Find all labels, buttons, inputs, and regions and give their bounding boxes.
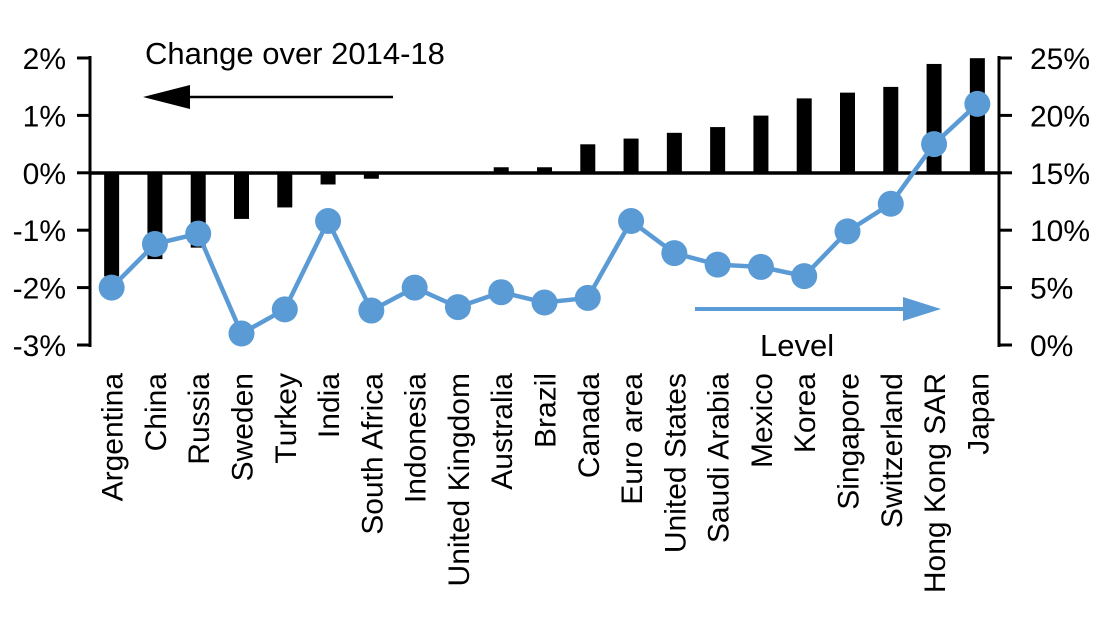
- category-label-china: China: [140, 373, 173, 452]
- bar-turkey: [277, 173, 293, 208]
- category-label-united-states: United States: [659, 373, 692, 553]
- point-canada: [574, 284, 601, 311]
- category-label-argentina: Argentina: [97, 373, 130, 502]
- category-label-canada: Canada: [573, 373, 606, 478]
- point-china: [141, 230, 168, 257]
- left-axis-tick-label: -2%: [13, 273, 66, 306]
- point-japan: [964, 90, 991, 117]
- bar-saudi-arabia: [710, 127, 726, 173]
- category-label-korea: Korea: [789, 373, 822, 453]
- left-axis-tick-label: -1%: [13, 215, 66, 248]
- category-label-turkey: Turkey: [270, 373, 303, 464]
- left-axis-tick-label: 1%: [23, 100, 66, 133]
- point-south-africa: [358, 297, 385, 324]
- level-annotation-label: Level: [760, 328, 834, 363]
- point-argentina: [98, 274, 125, 301]
- point-hong-kong-sar: [921, 131, 948, 158]
- right-axis-tick-label: 15%: [1030, 158, 1090, 191]
- category-label-japan: Japan: [962, 373, 995, 455]
- category-label-indonesia: Indonesia: [400, 373, 433, 503]
- bar-australia: [493, 167, 509, 173]
- category-label-russia: Russia: [183, 373, 216, 465]
- change-annotation-label: Change over 2014-18: [145, 36, 445, 71]
- right-axis-tick-label: 10%: [1030, 215, 1090, 248]
- category-label-south-africa: South Africa: [356, 373, 389, 535]
- point-saudi-arabia: [704, 251, 731, 278]
- category-label-india: India: [313, 373, 346, 438]
- left-axis-tick-label: 2%: [23, 43, 66, 76]
- point-sweden: [228, 320, 255, 347]
- point-switzerland: [877, 190, 904, 217]
- bar-united-states: [666, 132, 682, 173]
- left-arrow-icon: [143, 85, 190, 109]
- point-singapore: [834, 218, 861, 245]
- category-label-united-kingdom: United Kingdom: [443, 373, 476, 586]
- right-axis-tick-label: 0%: [1030, 330, 1073, 363]
- category-label-sweden: Sweden: [227, 373, 260, 481]
- bar-india: [320, 173, 336, 185]
- category-label-hong-kong-sar: Hong Kong SAR: [919, 373, 952, 593]
- bar-sweden: [234, 173, 249, 219]
- point-brazil: [531, 289, 558, 316]
- category-label-singapore: Singapore: [833, 373, 866, 510]
- category-label-brazil: Brazil: [530, 373, 563, 448]
- point-united-states: [661, 240, 688, 267]
- bar-argentina: [104, 173, 120, 277]
- left-axis-tick-label: -3%: [13, 330, 66, 363]
- left-axis-tick-label: 0%: [23, 158, 66, 191]
- category-label-switzerland: Switzerland: [876, 373, 909, 528]
- right-axis-tick-label: 25%: [1030, 43, 1090, 76]
- point-korea: [791, 263, 818, 290]
- point-indonesia: [401, 274, 428, 301]
- point-euro-area: [618, 208, 645, 235]
- bar-korea: [796, 98, 812, 173]
- bar-canada: [580, 144, 596, 173]
- category-label-australia: Australia: [486, 373, 519, 490]
- right-axis-tick-label: 5%: [1030, 273, 1073, 306]
- point-turkey: [271, 296, 298, 323]
- bar-south-africa: [363, 173, 379, 179]
- bar-mexico: [753, 115, 769, 173]
- point-australia: [488, 279, 515, 306]
- bar-euro-area: [623, 138, 639, 173]
- point-united-kingdom: [444, 294, 471, 321]
- point-india: [315, 208, 342, 235]
- point-mexico: [747, 253, 774, 280]
- bar-switzerland: [883, 86, 899, 173]
- category-label-saudi-arabia: Saudi Arabia: [703, 373, 736, 543]
- bar-singapore: [840, 92, 855, 173]
- category-label-euro-area: Euro area: [616, 373, 649, 505]
- bar-brazil: [537, 167, 552, 173]
- right-axis-tick-label: 20%: [1030, 100, 1090, 133]
- category-label-mexico: Mexico: [746, 373, 779, 468]
- right-arrow-icon: [903, 297, 941, 321]
- point-russia: [185, 220, 212, 247]
